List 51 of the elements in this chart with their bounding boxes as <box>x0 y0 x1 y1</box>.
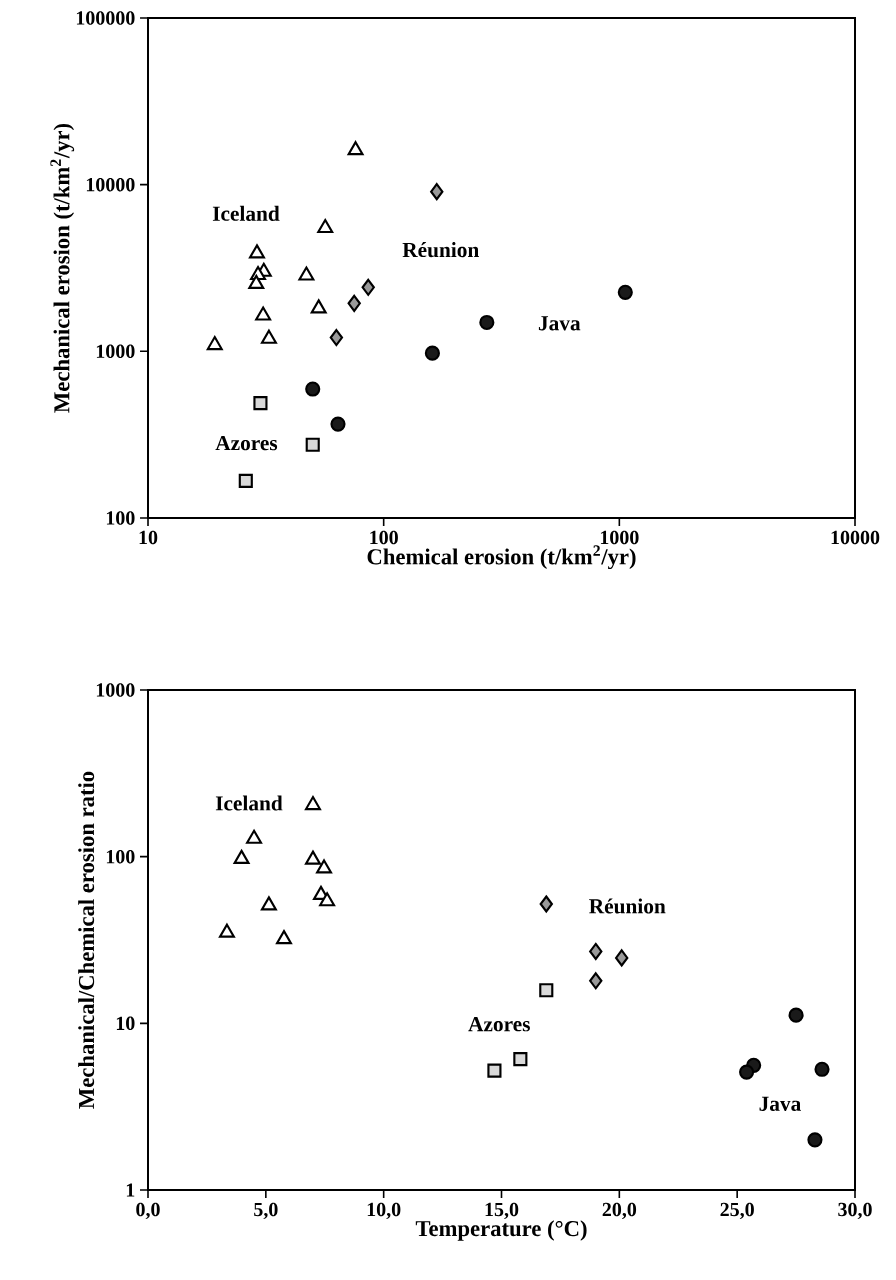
point <box>316 859 333 874</box>
point <box>615 949 629 967</box>
x-tick-label: 25,0 <box>720 1202 754 1220</box>
y-tick-label: 1000 <box>96 344 135 359</box>
series-label: Azores <box>215 435 278 451</box>
x-tick-label: 20,0 <box>602 1202 637 1220</box>
point <box>260 896 277 911</box>
series-label: Azores <box>468 1017 530 1032</box>
x-tick-label: 10 <box>139 530 158 545</box>
y-tick-label: 1 <box>126 1183 135 1197</box>
point <box>807 1132 823 1148</box>
point <box>539 983 554 998</box>
point <box>513 1052 528 1067</box>
x-tick-label: 0,0 <box>136 1202 160 1220</box>
y-axis-title: Mechanical/Chemical erosion ratio <box>78 771 95 1109</box>
y-tick-label: 100 <box>106 849 135 864</box>
point <box>218 923 235 938</box>
point <box>788 1007 804 1023</box>
x-tick-label: 5,0 <box>254 1202 278 1220</box>
series-label: Java <box>759 1096 801 1111</box>
y-tick-label: 1000 <box>96 683 135 697</box>
y-axis-title: Mechanical erosion (t/km$^{2}$/yr) <box>50 123 75 413</box>
series-label: Iceland <box>212 205 280 221</box>
y-tick-label: 10 <box>116 1016 135 1031</box>
point <box>814 1061 830 1077</box>
x-tick-label: 1000 <box>600 530 639 545</box>
point <box>233 849 250 864</box>
text: Java <box>538 316 581 331</box>
x-tick-label: 100 <box>370 530 398 545</box>
point <box>589 942 603 960</box>
series-label: Réunion <box>589 898 666 914</box>
point <box>739 1064 755 1080</box>
x-axis-title: Temperature (°C) <box>415 1220 587 1241</box>
x-tick-label: 30,0 <box>838 1202 872 1220</box>
x-tick-label: 10,0 <box>367 1202 401 1220</box>
series-label: Réunion <box>402 242 479 258</box>
x-tick-label: 15,0 <box>485 1202 519 1220</box>
point <box>304 795 321 811</box>
point <box>304 850 321 865</box>
x-axis-title: Chemical erosion (t/km$^{2}$/yr) <box>367 545 636 570</box>
point <box>246 829 263 844</box>
x-tick-label: 10000 <box>831 530 880 545</box>
series-label: Iceland <box>215 795 283 811</box>
y-tick-label: 10000 <box>86 177 135 192</box>
point <box>487 1063 502 1078</box>
y-tick-label: 100 <box>106 511 135 525</box>
point <box>589 972 603 990</box>
point <box>319 892 336 907</box>
point <box>275 930 292 945</box>
point <box>539 895 553 913</box>
y-tick-label: 100000 <box>76 11 135 25</box>
